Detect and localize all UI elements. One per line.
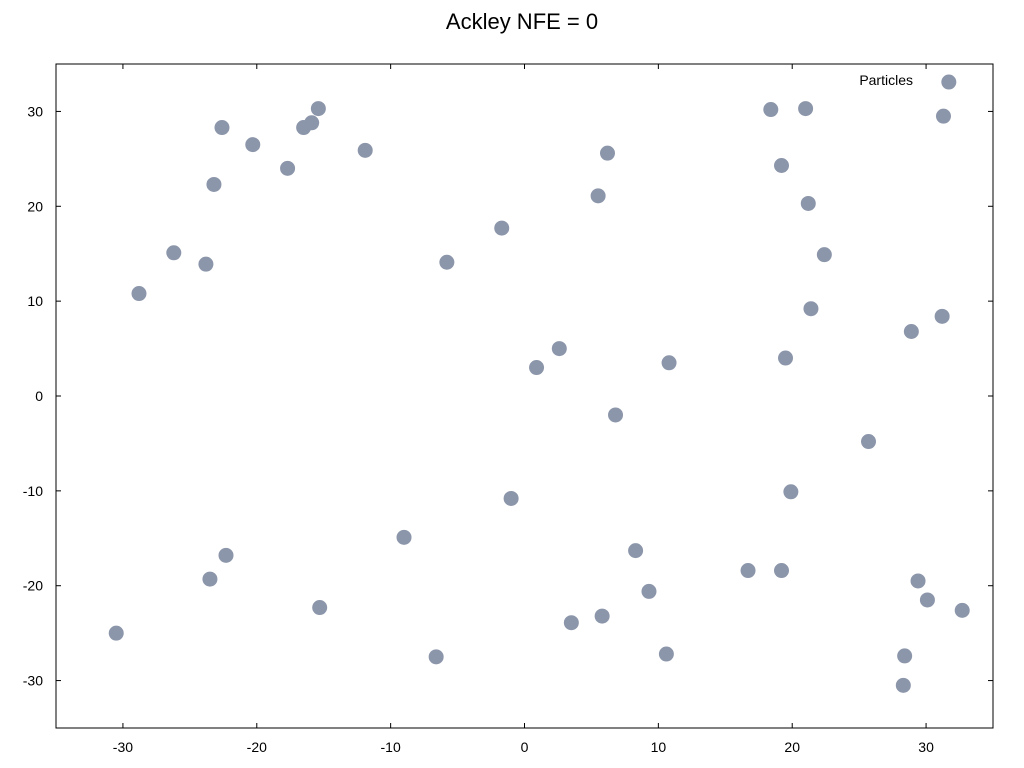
- particle-point: [740, 563, 756, 579]
- particle-point: [628, 543, 644, 559]
- axis-tick-labels: -30 -20 -10 0 10 20 30 -30 -20 -10 0 10 20 30: [23, 103, 934, 755]
- particle-point: [763, 102, 779, 118]
- particle-point: [608, 407, 624, 423]
- particle-point: [503, 490, 519, 506]
- particle-point: [903, 323, 919, 339]
- particle-point: [108, 625, 124, 641]
- particle-point: [131, 286, 147, 302]
- particle-point: [816, 247, 832, 263]
- x-tick-label: 20: [784, 739, 800, 755]
- particle-point: [198, 256, 214, 272]
- particle-point: [202, 571, 218, 587]
- particle-point: [774, 563, 790, 579]
- particle-point: [658, 646, 674, 662]
- particle-point: [563, 615, 579, 631]
- y-tick-label: -30: [23, 673, 43, 689]
- particle-point: [800, 195, 816, 211]
- legend: Particles: [859, 72, 913, 88]
- particle-point: [661, 355, 677, 371]
- particle-point: [934, 308, 950, 324]
- particle-point: [895, 677, 911, 693]
- particle-point: [919, 592, 935, 608]
- particle-point: [551, 341, 567, 357]
- particle-point: [861, 434, 877, 450]
- particle-point: [941, 74, 957, 90]
- particle-point: [783, 484, 799, 500]
- particle-point: [166, 245, 182, 261]
- particle-point: [798, 101, 814, 117]
- particle-point: [641, 583, 657, 599]
- particle-point: [280, 160, 296, 176]
- x-tick-label: 0: [521, 739, 529, 755]
- particle-point: [594, 608, 610, 624]
- chart-title: Ackley NFE = 0: [445, 9, 599, 34]
- y-tick-label: 10: [27, 293, 43, 309]
- particle-point: [396, 529, 412, 545]
- particle-point: [774, 157, 790, 173]
- y-tick-label: 30: [27, 103, 43, 119]
- x-tick-label: -20: [247, 739, 267, 755]
- particle-point: [803, 301, 819, 317]
- particle-point: [935, 108, 951, 124]
- particle-point: [214, 120, 230, 136]
- x-tick-label: -10: [381, 739, 401, 755]
- x-tick-label: -30: [113, 739, 133, 755]
- data-points: [108, 74, 970, 693]
- plot-frame: [55, 63, 994, 729]
- particle-point: [494, 220, 510, 236]
- x-tick-label: 10: [651, 739, 667, 755]
- axis-ticks: [56, 64, 993, 728]
- particle-point: [897, 648, 913, 664]
- particle-point: [296, 120, 312, 136]
- particle-point: [954, 602, 970, 618]
- particle-point: [910, 573, 926, 589]
- particle-point: [310, 101, 326, 117]
- y-tick-label: 20: [27, 198, 43, 214]
- particle-point: [778, 350, 794, 366]
- particle-point: [245, 137, 261, 153]
- particle-point: [357, 142, 373, 158]
- particle-point: [529, 360, 545, 376]
- y-tick-label: -20: [23, 578, 43, 594]
- y-tick-label: 0: [35, 388, 43, 404]
- particle-point: [218, 547, 234, 563]
- particle-point: [439, 254, 455, 270]
- particle-point: [599, 145, 615, 161]
- particle-point: [206, 176, 222, 192]
- y-tick-label: -10: [23, 483, 43, 499]
- particle-point: [312, 600, 328, 616]
- particle-point: [590, 188, 606, 204]
- x-tick-label: 30: [918, 739, 934, 755]
- particle-point: [428, 649, 444, 665]
- legend-label-particles: Particles: [859, 72, 913, 88]
